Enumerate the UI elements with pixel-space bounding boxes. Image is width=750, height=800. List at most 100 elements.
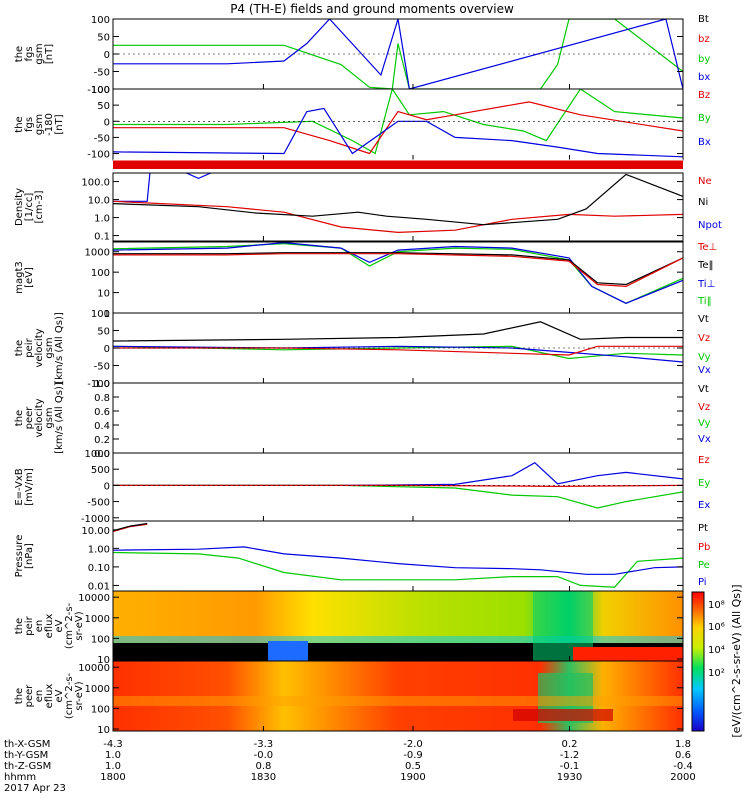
ylabel-1-4: [nT] bbox=[54, 114, 65, 134]
ylabel-8-3: eflux bbox=[44, 614, 55, 639]
legend-2-2: Npot bbox=[698, 220, 722, 231]
time-ticks_hhmm-0: 1800 bbox=[100, 772, 125, 783]
ylabel-5-1: peer bbox=[24, 406, 35, 430]
ylabel-8-2: en bbox=[34, 620, 45, 633]
ylabel-8-6: sr-eV) bbox=[74, 611, 85, 640]
time-row-label-0: th-X-GSM bbox=[4, 739, 50, 750]
time-z_gsm-3: -0.1 bbox=[560, 761, 580, 772]
ytick-label-4-0: 100 bbox=[91, 309, 110, 320]
series-1-Bz bbox=[113, 101, 683, 155]
time-ticks_hhmm-2: 1900 bbox=[400, 772, 425, 783]
ytick-label-3-1: 100 bbox=[91, 268, 110, 279]
ytick-label-1-4: -100 bbox=[87, 150, 110, 161]
ytick-label-7-3: 0.01 bbox=[88, 581, 110, 592]
ytick-label-5-1: 0.8 bbox=[94, 393, 110, 404]
series-6-Ey bbox=[113, 484, 683, 509]
legend-4-2: Vy bbox=[698, 352, 711, 363]
ylabel-1-1: fgs bbox=[24, 117, 35, 132]
ylabel-8-0: the bbox=[14, 618, 25, 634]
ylabel-8-5: (cm^2-s- bbox=[64, 602, 75, 649]
ytick-label-8-2: 100 bbox=[91, 634, 110, 645]
ylabel-5-2: velocity bbox=[34, 398, 45, 437]
series-1-Bx bbox=[113, 107, 683, 158]
panel-0: Bt bz by bx 100 50 0 -50 -100 the fgs gsm [nT] bbox=[14, 14, 710, 96]
time-y_gsm-1: -0.0 bbox=[254, 750, 274, 761]
ytick-label-5-4: 0.2 bbox=[94, 435, 110, 446]
ylabel-4-3: gsm bbox=[44, 337, 55, 358]
time-x_gsm-1: -3.3 bbox=[254, 739, 274, 750]
time-row-label-4: 2017 Apr 23 bbox=[4, 783, 66, 794]
ytick-label-5-2: 0.6 bbox=[94, 407, 110, 418]
ytick-label-2-1: 10.0 bbox=[88, 196, 110, 207]
time-x_gsm-3: 0.2 bbox=[562, 739, 578, 750]
ylabel-0-3: [nT] bbox=[44, 44, 55, 64]
series-3-Ti⊥ bbox=[113, 242, 683, 304]
ylabel-4-2: velocity bbox=[34, 328, 45, 367]
legend-0-1: bz bbox=[698, 34, 710, 45]
ylabel-4-4: [km/s (All Qs)] bbox=[54, 312, 65, 384]
time-x_gsm-0: -4.3 bbox=[103, 739, 123, 750]
ytick-label-1-3: -50 bbox=[94, 133, 110, 144]
ytick-label-1-1: 50 bbox=[97, 101, 110, 112]
ylabel-7-1: [nPa] bbox=[24, 543, 35, 569]
time-ticks_hhmm-1: 1830 bbox=[251, 772, 276, 783]
ylabel-9-0: the bbox=[14, 688, 25, 704]
legend-5-1: Vz bbox=[698, 402, 710, 413]
ytick-label-6-0: 1000 bbox=[85, 449, 110, 460]
legend-5-0: Vt bbox=[698, 384, 709, 395]
colorbar-tick-3: 10² bbox=[708, 668, 725, 679]
ylabel-3-0: magt3 bbox=[14, 261, 25, 294]
legend-5-3: Vx bbox=[698, 434, 711, 445]
time-y_gsm-0: 1.0 bbox=[105, 750, 121, 761]
ytick-label-5-3: 0.4 bbox=[94, 421, 110, 432]
series-0-bx bbox=[113, 19, 683, 89]
series-2-Ne bbox=[113, 200, 683, 234]
ylabel-9-2: en bbox=[34, 690, 45, 703]
ytick-label-9-0: 10000 bbox=[78, 663, 110, 674]
legend-4-3: Vx bbox=[698, 365, 711, 376]
ylabel-9-1: peer bbox=[24, 684, 35, 708]
ytick-label-7-1: 1.00 bbox=[88, 544, 110, 555]
ylabel-0-2: gsm bbox=[34, 43, 45, 64]
series-3-Te‖ bbox=[113, 252, 683, 286]
ylabel-1-3: -180 bbox=[44, 113, 55, 136]
ytick-label-6-3: -500 bbox=[87, 498, 110, 509]
legend-2-0: Ne bbox=[698, 176, 712, 187]
ytick-label-7-0: 10.00 bbox=[81, 526, 110, 537]
ytick-label-8-3: 10 bbox=[97, 655, 110, 666]
legend-0-2: by bbox=[698, 54, 710, 65]
ytick-label-3-3: 1 bbox=[104, 309, 110, 320]
ylabel-9-5: (cm^2-s- bbox=[64, 672, 75, 719]
panel-frame-9 bbox=[112, 660, 684, 732]
legend-6-2: Ex bbox=[698, 500, 710, 511]
time-ticks_hhmm-3: 1930 bbox=[557, 772, 582, 783]
legend-1-1: By bbox=[698, 113, 711, 124]
ylabel-2-2: [cm-3] bbox=[34, 190, 45, 223]
time-y_gsm-4: 0.6 bbox=[675, 750, 691, 761]
status-bar bbox=[113, 159, 683, 169]
legend-3-1: Te‖ bbox=[697, 260, 714, 271]
heatmap-band-red bbox=[513, 709, 613, 721]
panel-3: Te⊥ Te‖ Ti⊥ Ti‖ 1000 100 10 1 magt3 [eV] bbox=[14, 241, 717, 320]
time-z_gsm-1: 0.8 bbox=[255, 761, 271, 772]
ytick-label-6-1: 500 bbox=[91, 465, 110, 476]
ytick-label-9-1: 1000 bbox=[85, 684, 110, 695]
legend-4-1: Vz bbox=[698, 333, 710, 344]
legend-1-2: Bx bbox=[698, 137, 711, 148]
time-y_gsm-2: -0.9 bbox=[403, 750, 423, 761]
series-7-Pt bbox=[113, 522, 148, 532]
ytick-label-8-0: 10000 bbox=[78, 593, 110, 604]
time-y_gsm-3: -1.2 bbox=[560, 750, 580, 761]
ylabel-5-4: [km/s (All Qs)] bbox=[54, 382, 65, 454]
ytick-label-2-0: 100.0 bbox=[81, 178, 110, 189]
series-7-Pi bbox=[113, 546, 683, 575]
ytick-label-5-5: 0.0 bbox=[94, 449, 110, 460]
time-z_gsm-4: -0.4 bbox=[673, 761, 693, 772]
time-row-label-2: th-Z-GSM bbox=[4, 761, 51, 772]
time-z_gsm-0: 1.0 bbox=[105, 761, 121, 772]
time-row-label-1: th-Y-GSM bbox=[4, 750, 48, 761]
ytick-label-9-3: 10 bbox=[97, 725, 110, 736]
series-7-Pe bbox=[113, 551, 683, 588]
legend-6-1: Ey bbox=[698, 478, 710, 489]
ytick-label-3-0: 1000 bbox=[85, 248, 110, 259]
